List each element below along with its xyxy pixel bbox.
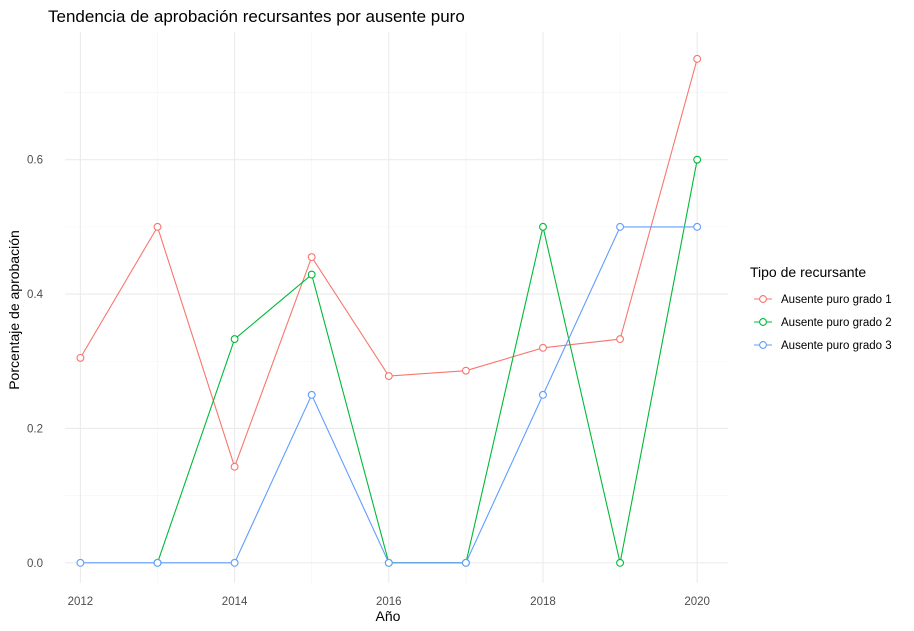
x-tick-label: 2012 <box>68 596 94 608</box>
data-point <box>153 222 162 231</box>
legend-label: Ausente puro grado 2 <box>781 317 892 329</box>
data-point <box>230 558 239 567</box>
data-point <box>539 222 547 231</box>
y-tick-label: 0.0 <box>27 558 43 570</box>
x-tick-label: 2014 <box>222 596 248 608</box>
x-axis-ticks: 2012 2014 2016 2018 2020 <box>68 596 710 608</box>
data-point <box>461 558 470 567</box>
data-point <box>461 366 470 375</box>
data-point <box>76 558 85 567</box>
x-tick-label: 2018 <box>530 596 556 608</box>
data-point <box>307 253 316 262</box>
x-tick-label: 2020 <box>684 596 710 608</box>
data-point <box>384 558 393 567</box>
y-tick-label: 0.2 <box>27 423 43 435</box>
y-tick-label: 0.4 <box>27 289 44 301</box>
data-point <box>307 270 316 279</box>
data-point <box>539 390 547 399</box>
legend-label: Ausente puro grado 3 <box>781 340 892 352</box>
data-point <box>616 222 625 231</box>
chart-title: Tendencia de aprobación recursantes por … <box>48 7 465 26</box>
data-point <box>693 54 702 63</box>
data-point <box>539 343 547 352</box>
x-tick-label: 2016 <box>376 596 402 608</box>
data-point <box>384 372 393 380</box>
data-point <box>153 558 162 567</box>
y-tick-label: 0.6 <box>27 155 43 167</box>
legend-title: Tipo de recursante <box>750 264 866 280</box>
data-point <box>76 353 85 362</box>
legend-key-point <box>759 341 767 349</box>
data-point <box>616 335 625 344</box>
data-point <box>230 462 239 471</box>
data-point <box>616 558 625 567</box>
legend-label: Ausente puro grado 1 <box>781 294 892 306</box>
legend-key-point <box>759 318 767 326</box>
series-layer <box>76 54 702 567</box>
legend: Tipo de recursante Ausente puro grado 1 A… <box>750 264 892 352</box>
x-axis-title: Año <box>376 608 401 624</box>
data-point <box>693 155 702 164</box>
data-point <box>307 390 316 399</box>
data-point <box>230 335 239 344</box>
data-point <box>693 222 702 231</box>
y-axis-ticks: 0.0 0.2 0.4 0.6 <box>27 155 44 570</box>
y-axis-title: Porcentaje de aprobación <box>6 230 22 390</box>
legend-key-point <box>759 295 767 303</box>
